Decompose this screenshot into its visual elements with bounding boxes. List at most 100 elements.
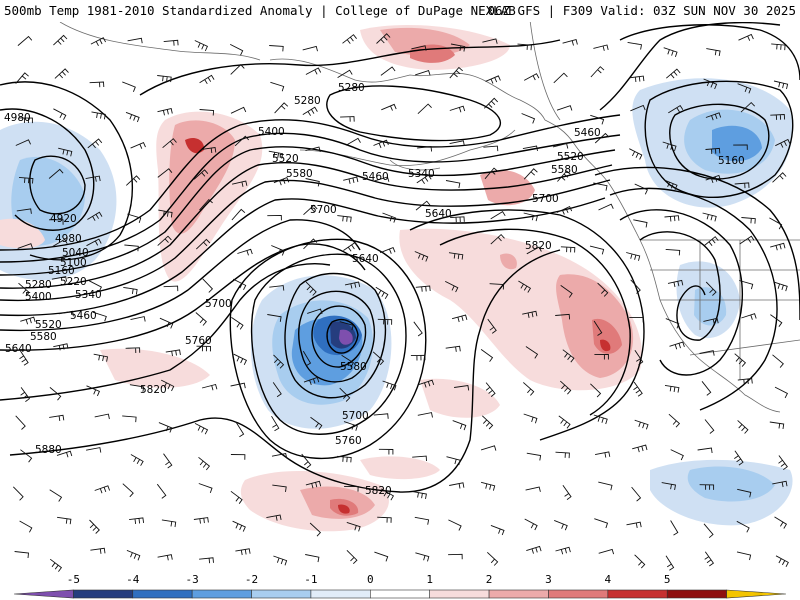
wind-barb (555, 546, 571, 555)
wind-barb (734, 182, 750, 189)
wind-barb (661, 482, 677, 490)
wind-barb (51, 276, 68, 282)
anomaly-blob (0, 218, 45, 249)
coastline (389, 159, 441, 171)
wind-barb (235, 548, 251, 556)
scale-cell (429, 589, 490, 599)
wind-barb (412, 491, 427, 499)
wind-barb (198, 456, 211, 471)
wind-barb (449, 66, 463, 79)
contour-label: 5400 (258, 126, 285, 138)
contour-line (9, 249, 561, 493)
wind-barb (271, 452, 288, 459)
wind-barb (417, 146, 433, 152)
map-canvas: 4980 4920 4980 5040 5100 5160 5220 5280 … (0, 22, 800, 573)
wind-barb (90, 37, 106, 47)
wind-barb (521, 113, 536, 124)
wind-barb (594, 132, 610, 144)
contour-label: 5460 (70, 310, 97, 322)
wind-barb (344, 281, 361, 289)
wind-barb (481, 415, 494, 430)
wind-barb (373, 176, 390, 182)
scale-cell (370, 589, 430, 599)
coastline (269, 58, 781, 413)
wind-barb (739, 235, 755, 245)
wind-barb (454, 384, 470, 391)
wind-barb (195, 312, 207, 326)
wind-barb (668, 413, 681, 428)
wind-barb (271, 415, 280, 432)
wind-barb (342, 34, 357, 44)
wind-barb (339, 321, 354, 331)
wind-barb (345, 137, 361, 146)
wind-barb (14, 551, 29, 559)
contour-line (0, 114, 621, 251)
contour-label: 5820 (365, 485, 392, 497)
wind-barb (414, 251, 429, 262)
wind-barb (771, 43, 786, 51)
scale-tick-label: 5 (663, 573, 671, 586)
wind-barb (627, 41, 643, 50)
wind-barb (310, 416, 323, 430)
contour-line (594, 166, 800, 321)
wind-barb (699, 350, 715, 356)
wind-barb (268, 150, 284, 159)
contour-label: 5820 (140, 384, 167, 396)
wind-barb (417, 412, 433, 418)
contour-label: 4980 (55, 233, 82, 245)
wind-barb (158, 209, 173, 218)
wind-barb (157, 235, 172, 246)
wind-barb (381, 103, 397, 111)
wind-barb (229, 43, 244, 56)
wind-barb (705, 147, 721, 155)
wind-barb (490, 233, 505, 245)
wind-barb (663, 179, 678, 190)
wind-barb (232, 278, 247, 291)
wind-barb (17, 243, 34, 249)
wind-barb (413, 321, 423, 337)
wind-barb (237, 248, 253, 256)
wind-barb (560, 380, 572, 395)
wind-barb (562, 39, 578, 46)
wind-barb (18, 117, 33, 124)
wind-barb (556, 105, 573, 111)
wind-barb (194, 422, 209, 435)
wind-barb (381, 488, 395, 501)
contour-label: 5580 (340, 361, 367, 373)
coastline (529, 22, 561, 121)
wind-barb (663, 47, 678, 58)
wind-barb (482, 38, 498, 44)
wind-barb (630, 279, 641, 294)
wind-barb (87, 211, 103, 221)
wind-barb (86, 447, 102, 453)
wind-barb (92, 311, 107, 322)
wind-barb (772, 480, 788, 488)
wind-barb (18, 176, 34, 184)
scale-cell (488, 589, 549, 599)
wind-barb (53, 108, 67, 120)
contour-line (139, 39, 561, 96)
border-line (689, 339, 800, 356)
contour-label: 5700 (205, 298, 232, 310)
wind-barb (305, 178, 320, 187)
wind-barb (122, 415, 137, 423)
scale-tick-label: 2 (485, 573, 493, 586)
wind-barb (12, 486, 24, 501)
wind-barb (382, 380, 397, 391)
wind-barb (305, 67, 322, 75)
contour-line (0, 243, 366, 351)
product-title: 500mb Temp 1981-2010 Standardized Anomal… (4, 3, 516, 18)
wind-barb (449, 105, 466, 113)
wind-barb (555, 451, 570, 459)
wind-barb (305, 480, 322, 489)
wind-barb (595, 451, 611, 458)
wind-barb (597, 282, 609, 297)
wind-barb (775, 138, 791, 148)
wind-barb (774, 386, 789, 399)
contour-line (0, 108, 95, 231)
contour-label: 5880 (35, 444, 62, 456)
wind-barb (337, 455, 352, 463)
wind-barb (451, 314, 468, 323)
wind-barb (415, 285, 431, 292)
contour-line (619, 209, 744, 376)
